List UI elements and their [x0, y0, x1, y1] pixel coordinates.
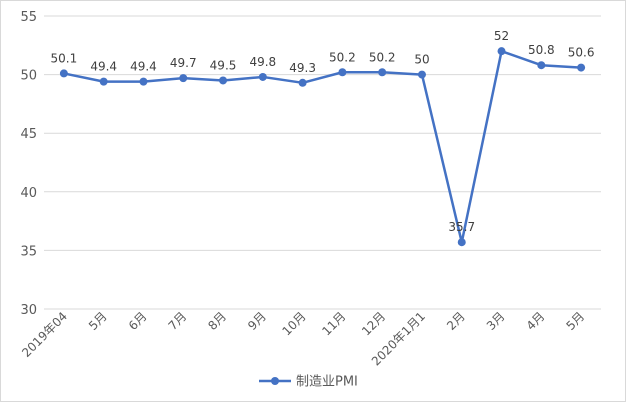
- data-label: 50.6: [568, 46, 595, 60]
- data-label: 49.5: [210, 58, 237, 72]
- x-tick-label: 12月: [359, 309, 388, 338]
- y-tick-label: 55: [20, 10, 37, 25]
- data-point: [298, 78, 307, 87]
- data-label: 49.8: [249, 55, 276, 69]
- x-tick-label: 9月: [245, 309, 269, 333]
- data-label: 50.1: [51, 51, 78, 65]
- y-axis-ticks: 30 35 40 45 50 55: [20, 10, 37, 318]
- data-point: [179, 74, 188, 83]
- x-tick-label: 2月: [444, 309, 468, 333]
- data-point: [577, 63, 586, 72]
- legend-label: 制造业PMI: [296, 375, 358, 390]
- series-group: 50.1 49.4 49.4 49.7 49.5 49.8 49.3 50.2 50.2 50 35…: [51, 29, 595, 247]
- data-label: 50.8: [528, 43, 555, 57]
- data-point: [258, 72, 267, 81]
- x-tick-label: 5月: [86, 309, 110, 333]
- data-point: [537, 61, 546, 70]
- y-tick-label: 40: [20, 186, 37, 201]
- data-point: [457, 238, 466, 247]
- data-point: [219, 76, 228, 85]
- data-label: 50.2: [369, 50, 396, 64]
- data-label: 52: [494, 29, 509, 43]
- data-point: [139, 77, 148, 86]
- data-point: [378, 68, 387, 77]
- x-tick-label: 4月: [524, 309, 548, 333]
- data-label: 49.3: [289, 61, 316, 75]
- data-point: [338, 68, 347, 77]
- series-line: [63, 49, 582, 244]
- x-tick-label: 7月: [166, 309, 190, 333]
- y-tick-label: 35: [20, 244, 37, 259]
- legend: 制造业PMI: [259, 375, 358, 390]
- x-tick-label: 8月: [205, 309, 229, 333]
- gridlines: [44, 15, 601, 310]
- y-tick-label: 45: [20, 127, 37, 142]
- x-tick-label: 5月: [563, 309, 587, 333]
- data-label: 49.4: [90, 60, 117, 74]
- x-tick-label: 3月: [484, 309, 508, 333]
- legend-marker-swatch: [271, 377, 279, 385]
- data-label: 50: [414, 53, 429, 67]
- y-tick-label: 30: [20, 303, 37, 318]
- data-label: 49.4: [130, 60, 157, 74]
- y-tick-label: 50: [20, 69, 37, 84]
- x-tick-label: 11月: [319, 309, 348, 338]
- data-label: 35.7: [448, 220, 475, 234]
- data-point: [99, 77, 108, 86]
- x-tick-label: 6月: [126, 309, 150, 333]
- x-tick-label: 10月: [280, 309, 309, 338]
- data-point: [59, 69, 68, 78]
- data-label: 49.7: [170, 56, 197, 70]
- data-label: 50.2: [329, 50, 356, 64]
- data-point: [497, 47, 506, 56]
- data-point: [417, 70, 426, 79]
